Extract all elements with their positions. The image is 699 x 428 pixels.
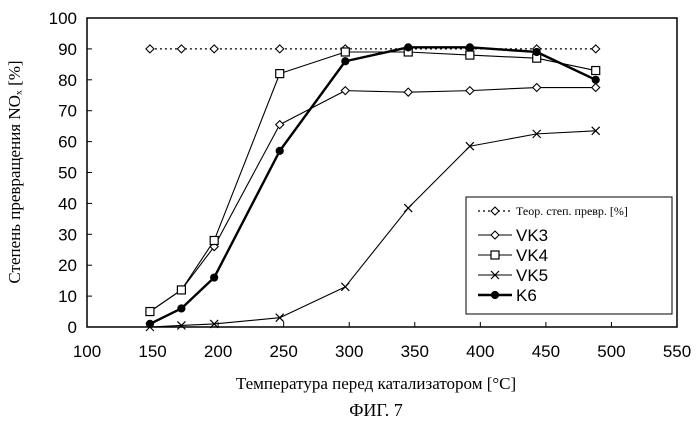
x-tick-label: 100 (73, 342, 101, 361)
legend-label: VK4 (516, 246, 548, 265)
data-point (533, 48, 540, 55)
data-point (466, 44, 473, 51)
x-tick-label: 200 (204, 342, 232, 361)
y-tick-label: 0 (68, 318, 77, 337)
legend: Теор. степ. превр. [%] VK3VK4VK5K6 (466, 197, 672, 314)
data-point (276, 147, 283, 154)
y-tick-label: 20 (58, 256, 77, 275)
data-point (466, 87, 474, 95)
data-point (146, 320, 153, 327)
figure-caption: ФИГ. 7 (349, 400, 403, 420)
x-tick-label: 550 (663, 342, 691, 361)
y-tick-label: 10 (58, 287, 77, 306)
data-point (341, 87, 349, 95)
data-point (533, 84, 541, 92)
x-tick-label: 450 (532, 342, 560, 361)
y-axis-title: Степень превращения NOₓ [%] (5, 60, 24, 283)
x-tick-label: 150 (138, 342, 166, 361)
y-tick-label: 100 (49, 9, 77, 28)
legend-label: K6 (516, 286, 537, 305)
data-point (210, 236, 218, 244)
x-tick-label: 350 (401, 342, 429, 361)
legend-label: VK3 (516, 226, 548, 245)
x-tick-label: 250 (269, 342, 297, 361)
data-point (405, 44, 412, 51)
data-point (210, 45, 218, 53)
data-point (276, 45, 284, 53)
data-point (146, 308, 154, 316)
data-point (342, 58, 349, 65)
data-point (341, 283, 349, 291)
data-point (404, 204, 412, 212)
data-point (592, 76, 599, 83)
data-point (178, 305, 185, 312)
data-point (592, 45, 600, 53)
legend-label: Теор. степ. превр. [%] (516, 204, 628, 218)
data-point (276, 70, 284, 78)
y-tick-label: 60 (58, 133, 77, 152)
y-tick-label: 30 (58, 225, 77, 244)
x-axis-title: Температура перед катализатором [°C] (236, 374, 516, 393)
data-point (404, 88, 412, 96)
data-point (211, 274, 218, 281)
legend-marker (491, 291, 498, 298)
data-point (146, 45, 154, 53)
y-tick-label: 70 (58, 102, 77, 121)
data-point (592, 84, 600, 92)
data-point (341, 48, 349, 56)
x-tick-label: 500 (597, 342, 625, 361)
y-tick-label: 50 (58, 164, 77, 183)
data-point (177, 286, 185, 294)
data-point (276, 121, 284, 129)
legend-label: VK5 (516, 266, 548, 285)
x-tick-label: 400 (466, 342, 494, 361)
data-point (466, 51, 474, 59)
data-point (177, 45, 185, 53)
y-tick-label: 90 (58, 40, 77, 59)
y-tick-label: 80 (58, 71, 77, 90)
legend-marker (491, 251, 499, 259)
x-tick-label: 300 (335, 342, 363, 361)
y-tick-label: 40 (58, 194, 77, 213)
data-point (592, 67, 600, 75)
